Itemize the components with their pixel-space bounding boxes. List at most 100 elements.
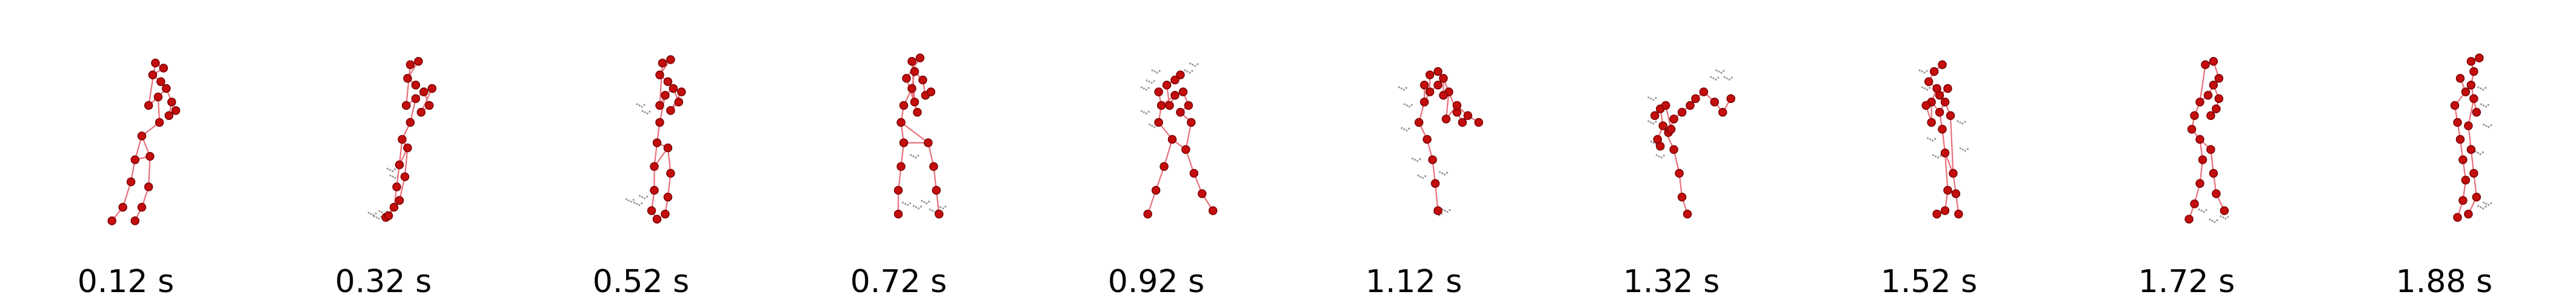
joint-point <box>1666 124 1676 134</box>
joint-point <box>666 106 675 115</box>
trace-dot <box>1151 69 1153 72</box>
trace-dot <box>2489 124 2492 127</box>
trace-dot <box>1654 121 1657 123</box>
joint-point <box>389 202 399 212</box>
joint-point <box>926 87 935 96</box>
trace-dot <box>1196 63 1199 65</box>
trace-dot <box>625 198 627 201</box>
trace-dot <box>1926 88 1928 91</box>
joint-point <box>424 101 434 110</box>
bone-line <box>1445 92 1450 119</box>
trace-dot <box>1926 137 1929 139</box>
joint-point <box>1167 135 1176 144</box>
joint-point <box>652 138 661 147</box>
joint-point <box>1175 70 1185 79</box>
joint-point <box>156 77 165 87</box>
trace-dot <box>1424 175 1426 178</box>
joint-point <box>1683 209 1692 219</box>
joint-point <box>2453 118 2462 127</box>
joint-point <box>1669 145 1678 155</box>
trace-dot <box>1156 72 1158 74</box>
joint-point <box>932 185 941 195</box>
joint-point <box>1151 185 1161 195</box>
frame-time-label: 0.92 s <box>1107 264 1205 300</box>
joint-point <box>2203 90 2212 100</box>
joint-point <box>1677 192 1687 202</box>
joint-point <box>427 84 436 93</box>
trace-dot <box>1418 158 1421 161</box>
trace-dot <box>944 205 947 208</box>
trace-dot <box>1191 70 1193 72</box>
joint-point <box>1929 67 1939 76</box>
trace-dot <box>1403 103 1406 105</box>
joint-point <box>1425 70 1434 79</box>
trace-dot <box>1406 104 1408 107</box>
joint-point <box>2474 53 2484 62</box>
trace-dot <box>1918 69 1921 72</box>
trace-dot <box>1449 209 1451 211</box>
joint-point <box>655 70 664 79</box>
joint-point <box>907 56 916 66</box>
joint-point <box>1938 124 1947 134</box>
joint-point <box>1677 107 1687 117</box>
trace-dot <box>1921 86 1923 88</box>
trace-dot <box>1932 154 1934 156</box>
joint-point <box>2195 135 2204 144</box>
frame-time-label: 1.32 s <box>1623 264 1720 300</box>
trace-dot <box>1939 155 1941 157</box>
joint-point <box>915 53 924 62</box>
trace-dot <box>1926 70 1928 72</box>
trace-dot <box>1649 98 1652 100</box>
joint-point <box>2209 56 2218 66</box>
trace-dot <box>2484 87 2487 89</box>
trace-dot <box>1723 76 1726 78</box>
joint-point <box>910 98 919 107</box>
joint-point <box>167 98 176 107</box>
pose-frame-10 <box>2450 53 2492 222</box>
joint-point <box>1675 168 1684 178</box>
trace-dot <box>2482 104 2484 107</box>
trace-dot <box>1652 142 1655 144</box>
trace-dot <box>633 201 635 204</box>
trace-dot <box>2487 204 2490 206</box>
joint-point <box>1650 111 1660 121</box>
joint-point <box>1935 107 1944 117</box>
trace-dot <box>1403 128 1406 130</box>
trace-dot <box>1715 69 1718 72</box>
trace-dot <box>1408 105 1410 108</box>
trace-dot <box>1413 159 1416 161</box>
joint-point <box>652 215 661 224</box>
trace-dot <box>627 199 630 202</box>
joint-point <box>2458 155 2468 164</box>
joint-point <box>1921 101 1930 110</box>
trace-dot <box>2481 207 2484 210</box>
joint-point <box>655 118 664 127</box>
joint-point <box>411 81 420 90</box>
trace-dot <box>1153 126 1155 128</box>
joint-point <box>1938 60 1947 70</box>
pose-frame-2 <box>367 56 436 222</box>
trace-dot <box>644 111 646 113</box>
joint-point <box>2455 135 2464 144</box>
joint-point <box>384 211 393 221</box>
bone-line <box>405 64 411 106</box>
joint-point <box>395 196 404 205</box>
trace-dot <box>643 104 646 106</box>
trace-dot <box>1712 77 1715 79</box>
joint-point <box>2209 81 2218 90</box>
joint-point <box>663 143 672 153</box>
joint-point <box>2206 111 2215 121</box>
joint-point <box>1940 206 1949 215</box>
trace-dot <box>2480 103 2482 105</box>
joint-point <box>1433 206 1443 215</box>
pose-frame-6 <box>1398 67 1483 216</box>
trace-dot <box>2203 211 2205 213</box>
joint-point <box>395 160 404 170</box>
joint-point <box>1699 87 1708 96</box>
trace-dot <box>1961 148 1964 151</box>
joint-point <box>2450 101 2460 110</box>
joint-point <box>2206 145 2215 155</box>
trace-dot <box>641 105 643 108</box>
joint-point <box>2472 107 2481 117</box>
